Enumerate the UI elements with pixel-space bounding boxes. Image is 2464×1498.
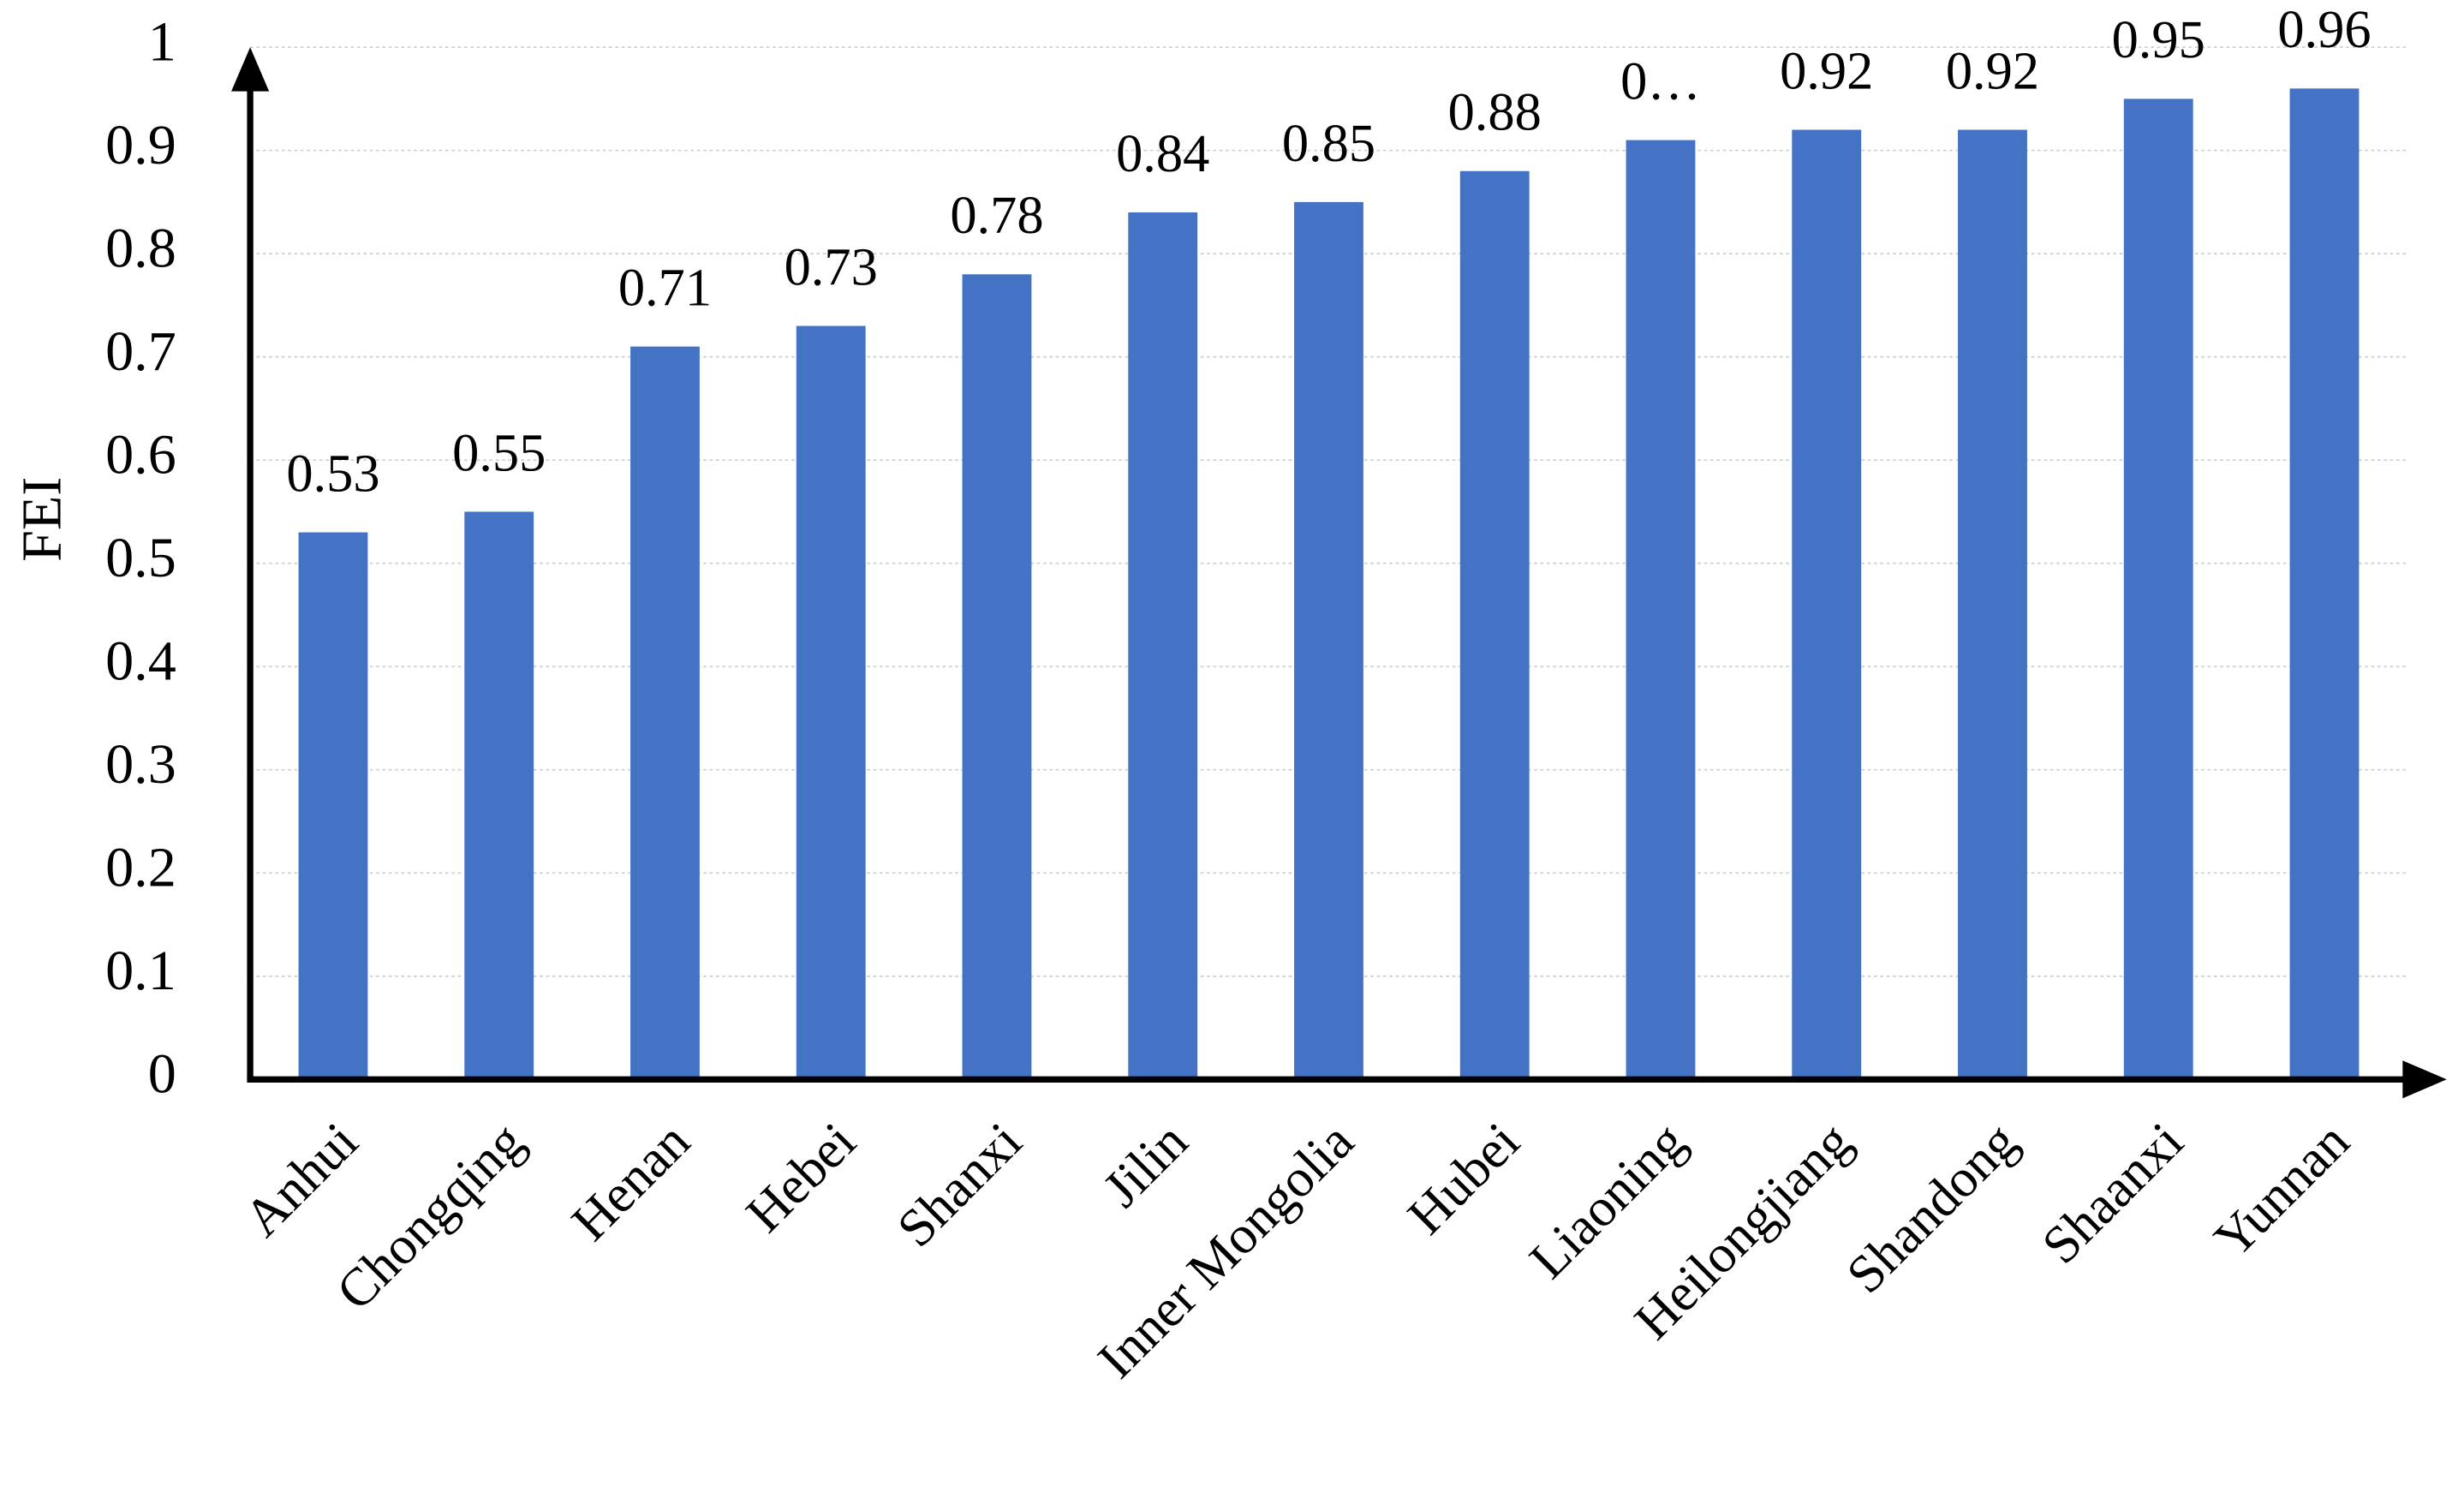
y-tick-label: 0.8 [105,217,176,279]
bar [1459,170,1530,1080]
value-label: 0.96 [2277,0,2371,59]
value-label: 0.95 [2112,9,2205,69]
value-label: 0.92 [1780,40,1873,100]
value-label: 0.73 [785,236,878,296]
y-tick-label: 1 [148,10,176,73]
value-label: 0… [1620,51,1701,110]
y-axis-arrow [231,47,270,92]
y-tick-label: 0.9 [105,114,176,176]
bar [796,325,866,1080]
value-label: 0.53 [286,443,379,503]
y-tick-label: 0.4 [105,630,176,692]
value-label: 0.71 [618,257,712,317]
y-tick-label: 0.1 [105,940,176,1002]
value-label: 0.84 [1116,123,1209,183]
bar [464,511,534,1080]
x-tick-label: Jilin [1091,1111,1199,1219]
bar [298,532,368,1080]
y-tick-label: 0.2 [105,836,176,898]
x-tick-label: Hubei [1396,1111,1530,1245]
value-label: 0.85 [1282,113,1375,173]
bar [2289,88,2360,1080]
bar [962,274,1032,1080]
y-tick-label: 0.5 [105,527,176,589]
value-label: 0.78 [950,185,1043,245]
bar [2123,98,2193,1080]
bar [630,346,700,1080]
value-label: 0.55 [452,422,546,482]
value-label: 0.92 [1946,40,2039,100]
bar [1128,212,1198,1080]
y-tick-label: 0.7 [105,320,176,383]
bar [1958,129,2027,1080]
y-tick-label: 0 [148,1042,176,1105]
x-tick-label: Shandong [1835,1111,2028,1304]
x-tick-label: Shaanxi [2031,1111,2195,1275]
x-axis-arrow [2402,1060,2447,1099]
x-tick-label: Anhui [232,1111,369,1248]
bar [1626,140,1696,1080]
bar [1792,129,1862,1080]
y-tick-label: 0.3 [105,733,176,796]
x-tick-label: Henan [560,1111,701,1252]
bar [1294,201,1363,1080]
y-tick-label: 0.6 [105,423,176,486]
x-tick-label: Hebei [734,1111,867,1244]
y-axis-label: FEI [10,477,73,562]
value-label: 0.88 [1448,82,1542,142]
x-tick-label: Yunnan [2203,1111,2360,1268]
x-tick-label: Shanxi [886,1111,1033,1258]
